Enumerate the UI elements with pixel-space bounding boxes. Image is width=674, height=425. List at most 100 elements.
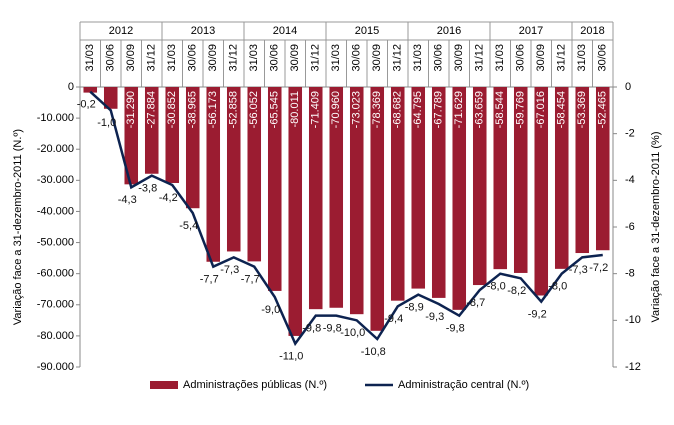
x-tick-label: 31/03	[576, 44, 588, 72]
bar	[267, 87, 282, 291]
x-tick-label: 30/09	[535, 44, 547, 72]
bar	[431, 87, 446, 298]
bar	[370, 87, 385, 331]
line-value-label: -8,2	[507, 285, 526, 297]
line-value-label: -7,2	[589, 262, 608, 274]
bar-value-label: -67.016	[535, 91, 547, 128]
x-tick-label: 30/09	[125, 44, 137, 72]
line-value-label: -11,0	[279, 351, 303, 363]
bar	[554, 87, 569, 269]
x-tick-label: 30/06	[433, 44, 445, 72]
y2-tick-label: -10	[625, 314, 641, 326]
bar-value-label: -30.852	[166, 91, 178, 128]
y2-tick-label: -6	[625, 221, 635, 233]
bar	[534, 87, 549, 296]
bar	[144, 87, 159, 174]
year-label: 2015	[355, 25, 379, 37]
bar	[513, 87, 528, 273]
bar	[452, 87, 467, 310]
y-tick-label: -40.000	[37, 205, 74, 217]
x-tick-label: 30/06	[597, 44, 609, 72]
y-tick-label: 0	[68, 81, 74, 93]
year-label: 2012	[109, 25, 133, 37]
bar	[103, 87, 118, 109]
legend-swatch	[150, 381, 178, 389]
line-value-label: -4,2	[159, 192, 178, 204]
bar	[308, 87, 323, 310]
bar-value-label: -27.884	[146, 91, 158, 128]
x-tick-label: 30/09	[207, 44, 219, 72]
bar-value-label: -71.409	[310, 91, 322, 128]
x-tick-label: 30/06	[515, 44, 527, 72]
bar	[247, 87, 262, 262]
bar-value-label: -80.011	[289, 91, 301, 128]
legend-label: Administrações públicas (N.º)	[183, 379, 327, 391]
year-label: 2016	[437, 25, 461, 37]
y-tick-label: -60.000	[37, 268, 74, 280]
x-tick-label: 31/03	[494, 44, 506, 72]
legend-label: Administração central (N.º)	[398, 379, 529, 391]
bar	[493, 87, 508, 270]
bar	[390, 87, 405, 301]
bar	[288, 87, 303, 336]
bar-value-label: -56.052	[248, 91, 260, 128]
y-tick-label: -30.000	[37, 174, 74, 186]
bar-value-label: -64.795	[412, 91, 424, 128]
line-value-label: -8,9	[405, 302, 424, 314]
line	[89, 90, 603, 347]
x-tick-label: 31/12	[146, 44, 158, 72]
year-label: 2014	[273, 25, 297, 37]
x-tick-label: 30/06	[351, 44, 363, 72]
bar-value-label: -52.465	[597, 91, 609, 128]
bar-value-label: -52.858	[228, 91, 240, 128]
line-value-label: -9,8	[323, 323, 342, 335]
line-value-label: -7,3	[569, 264, 588, 276]
bar-value-label: -73.023	[351, 91, 363, 128]
x-tick-label: 30/06	[187, 44, 199, 72]
bar	[411, 87, 426, 289]
x-tick-label: 30/09	[453, 44, 465, 72]
bar	[575, 87, 590, 254]
y-tick-label: -80.000	[37, 330, 74, 342]
bar	[83, 87, 98, 93]
bar-value-label: -31.290	[125, 91, 137, 128]
line-value-label: -8,0	[548, 281, 567, 293]
x-tick-label: 31/12	[474, 44, 486, 72]
line-value-label: -4,3	[118, 194, 137, 206]
y-tick-label: -50.000	[37, 236, 74, 248]
y2-tick-label: -12	[625, 361, 641, 373]
y-tick-label: -70.000	[37, 299, 74, 311]
line-value-label: -5,4	[179, 220, 198, 232]
year-label: 2017	[519, 25, 543, 37]
bar-value-label: -38.965	[187, 91, 199, 128]
x-tick-label: 31/12	[228, 44, 240, 72]
line-value-label: -10,8	[361, 346, 386, 358]
y2-axis-title: Variação face a 31-dezembro-2011 (%)	[650, 132, 662, 323]
y-tick-label: -20.000	[37, 143, 74, 155]
bar	[226, 87, 241, 252]
bar	[165, 87, 180, 183]
bar-value-label: -59.769	[515, 91, 527, 128]
line-value-label: -1,0	[97, 117, 116, 129]
bar-value-label: -71.629	[453, 91, 465, 128]
x-tick-label: 31/03	[248, 44, 260, 72]
bar-value-label: -58.454	[556, 91, 568, 128]
line-value-label: -9,4	[384, 313, 403, 325]
y2-tick-label: -2	[625, 128, 635, 140]
line-value-label: -0,2	[77, 99, 96, 111]
y2-tick-label: -8	[625, 268, 635, 280]
bar-value-label: -63.659	[474, 91, 486, 128]
line-value-label: -10,0	[340, 327, 365, 339]
line-value-label: -7,3	[220, 264, 239, 276]
line-value-label: -7,7	[241, 274, 260, 286]
x-tick-label: 31/12	[310, 44, 322, 72]
bar-value-label: -70.960	[330, 91, 342, 128]
y-tick-label: -90.000	[37, 361, 74, 373]
bar	[124, 87, 139, 185]
bar-value-label: -68.682	[392, 91, 404, 128]
line-value-label: -8,0	[487, 281, 506, 293]
x-tick-label: 31/12	[392, 44, 404, 72]
bar-value-label: -67.789	[433, 91, 445, 128]
x-tick-label: 30/09	[289, 44, 301, 72]
